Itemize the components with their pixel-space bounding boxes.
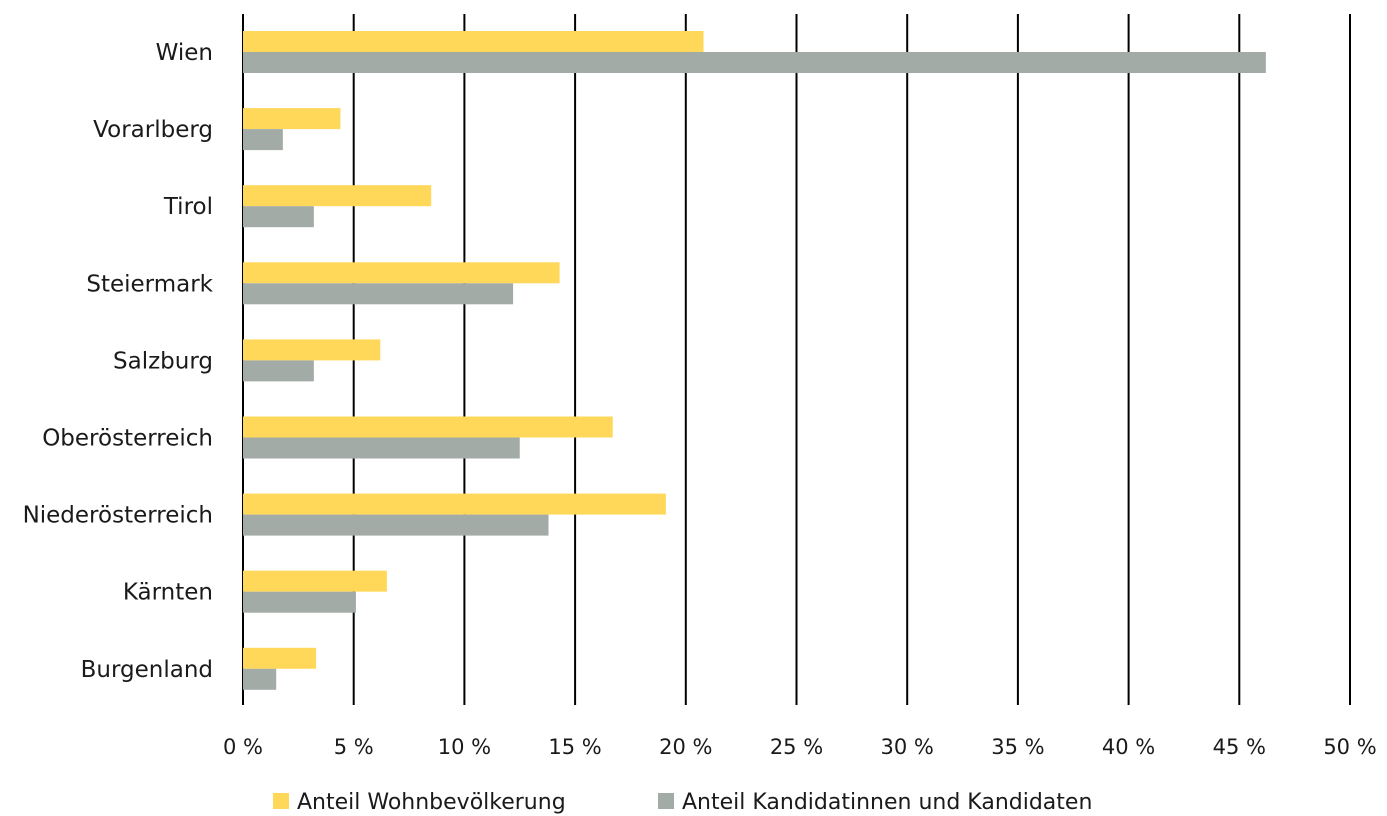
bar-niederoesterreich-series-2 (243, 514, 549, 536)
x-tick-label-40: 40 % (1102, 735, 1155, 759)
x-tick-label-45: 45 % (1213, 735, 1266, 759)
x-tick-label-30: 30 % (881, 735, 934, 759)
category-label-burgenland: Burgenland (81, 657, 213, 683)
category-labels: Wien Vorarlberg Tirol Steiermark Salzburg Obe… (23, 40, 214, 683)
bar-steiermark-series-1 (243, 262, 560, 284)
gridlines (242, 14, 1351, 705)
bar-salzburg-series-2 (243, 360, 314, 382)
x-tick-labels: 0 % 5 % 10 % 15 % 20 % 25 % 30 % 35 % 40 % 45 % 50… (223, 735, 1377, 759)
legend-swatch-series-2 (658, 793, 674, 809)
bar-vorarlberg-series-2 (243, 129, 283, 151)
x-tick-label-15: 15 % (548, 735, 601, 759)
category-label-wien: Wien (156, 40, 213, 66)
x-tick-label-5: 5 % (334, 735, 374, 759)
legend-label-series-2: Anteil Kandidatinnen und Kandidaten (682, 790, 1092, 815)
x-tick-label-35: 35 % (991, 735, 1044, 759)
bar-steiermark-series-2 (243, 283, 514, 305)
x-tick-label-10: 10 % (438, 735, 491, 759)
bar-oberoesterreich-series-2 (243, 437, 520, 459)
category-label-tirol: Tirol (163, 194, 213, 220)
legend-swatch-series-1 (273, 793, 289, 809)
x-tick-label-0: 0 % (223, 735, 263, 759)
category-label-oberoesterreich: Oberösterreich (42, 426, 213, 452)
bar-tirol-series-2 (243, 206, 314, 228)
bar-wien-series-1 (243, 31, 704, 52)
bar-salzburg-series-1 (243, 339, 381, 361)
bar-niederoesterreich-series-1 (243, 493, 666, 515)
bar-tirol-series-1 (243, 185, 432, 207)
bar-burgenland-series-2 (243, 668, 277, 690)
bar-wien-series-2 (243, 52, 1266, 73)
category-label-kaernten: Kärnten (123, 580, 213, 606)
bar-burgenland-series-1 (243, 647, 317, 669)
bar-kaernten-series-2 (243, 591, 356, 613)
x-tick-label-25: 25 % (770, 735, 823, 759)
x-tick-label-50: 50 % (1323, 735, 1376, 759)
bar-oberoesterreich-series-1 (243, 416, 613, 438)
bar-kaernten-series-1 (243, 570, 387, 592)
bars (243, 31, 1266, 690)
legend-label-series-1: Anteil Wohnbevölkerung (297, 790, 566, 815)
x-tick-label-20: 20 % (659, 735, 712, 759)
category-label-steiermark: Steiermark (86, 271, 213, 297)
legend: Anteil Wohnbevölkerung Anteil Kandidatinn… (273, 790, 1092, 815)
category-label-niederoesterreich: Niederösterreich (23, 503, 213, 529)
bar-vorarlberg-series-1 (243, 108, 341, 130)
category-label-vorarlberg: Vorarlberg (93, 117, 213, 143)
category-label-salzburg: Salzburg (113, 348, 213, 374)
